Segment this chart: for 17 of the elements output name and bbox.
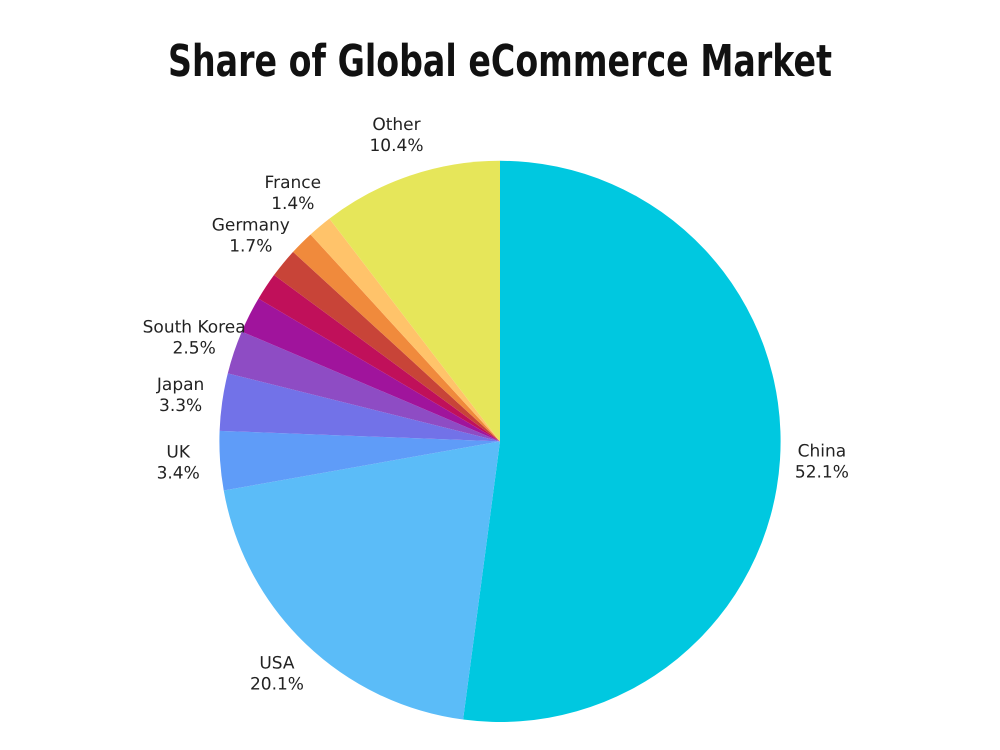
chart-title: Share of Global eCommerce Market (168, 36, 832, 88)
slice-label: France (264, 173, 322, 194)
slice-label: Japan (156, 374, 204, 395)
slice-label: South Korea (142, 318, 246, 338)
slice-label: USA (259, 653, 295, 674)
data-label: 10.4% (369, 136, 424, 156)
data-label: 3.4% (156, 464, 200, 484)
data-label: 20.1% (250, 674, 304, 694)
data-label: 52.1% (794, 462, 849, 483)
data-label: 3.3% (159, 396, 202, 416)
data-label: 1.4% (271, 194, 314, 214)
slice-label: Other (372, 114, 421, 135)
slice-label: UK (166, 442, 191, 463)
data-label: 2.5% (172, 338, 216, 359)
data-label: 1.7% (229, 236, 272, 256)
slice-label: China (798, 442, 846, 462)
slice-label: Germany (212, 215, 290, 236)
